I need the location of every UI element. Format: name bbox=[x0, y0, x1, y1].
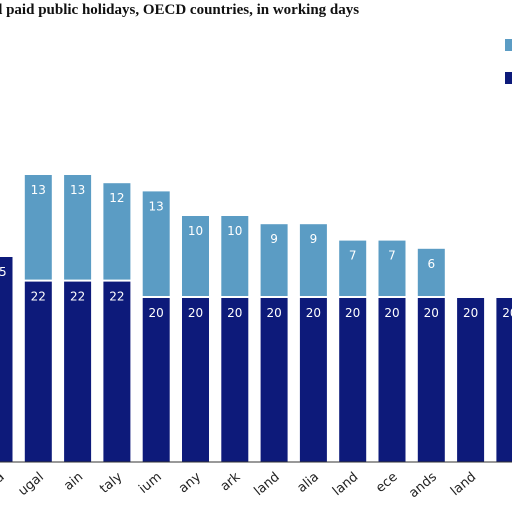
bar-value-label: 22 bbox=[31, 290, 46, 304]
bar-value-label: 25 bbox=[0, 265, 7, 279]
bar-value-label: 13 bbox=[70, 183, 85, 197]
bar-value-label: 9 bbox=[310, 232, 318, 246]
chart-x-tick-labels: tria ugal ain taly ium any ark land alia land ece a… bbox=[0, 469, 479, 501]
bar-segment bbox=[339, 240, 367, 296]
bar-segment bbox=[417, 248, 445, 296]
x-tick-label: any bbox=[176, 469, 204, 496]
x-tick-label: alia bbox=[295, 470, 322, 496]
bar-segment bbox=[417, 298, 445, 462]
bar-value-label: 13 bbox=[31, 183, 46, 197]
bar-segment bbox=[0, 257, 13, 462]
x-tick-label: land bbox=[448, 470, 479, 500]
chart-title: d paid public holidays, OECD countries, … bbox=[0, 2, 360, 18]
x-tick-label: ece bbox=[373, 470, 400, 496]
x-tick-label: tria bbox=[0, 470, 8, 496]
bar-value-label: 10 bbox=[188, 224, 203, 238]
bar-value-label: 7 bbox=[388, 249, 396, 263]
bar-value-label: 7 bbox=[349, 249, 357, 263]
bar-segment bbox=[103, 281, 131, 462]
bar-segment bbox=[260, 224, 288, 296]
chart-bars bbox=[0, 175, 512, 462]
bar-value-label: 12 bbox=[109, 191, 124, 205]
bar-value-label: 20 bbox=[306, 306, 321, 320]
bar-value-label: 9 bbox=[270, 232, 278, 246]
x-tick-label: land bbox=[252, 470, 283, 500]
x-tick-label: taly bbox=[97, 469, 126, 496]
bar-segment bbox=[378, 240, 406, 296]
bar-segment bbox=[221, 216, 249, 296]
chart-data-labels: 25 22 13 22 13 22 12 20 13 20 10 20 10 20 9 20 9 20 7 20 7 20… bbox=[0, 183, 512, 320]
x-tick-label: ium bbox=[136, 470, 164, 497]
bar-value-label: 22 bbox=[109, 290, 124, 304]
bar-segment bbox=[142, 191, 170, 296]
x-tick-label: ands bbox=[406, 469, 440, 501]
bar-segment bbox=[378, 298, 406, 462]
bar-value-label: 20 bbox=[424, 306, 439, 320]
bar-value-label: 20 bbox=[227, 306, 242, 320]
x-tick-label: ugal bbox=[16, 470, 47, 500]
bar-segment bbox=[299, 298, 327, 462]
bar-segment bbox=[182, 216, 209, 296]
bar-value-label: 20 bbox=[463, 306, 478, 320]
bar-segment bbox=[260, 298, 288, 462]
bar-segment bbox=[299, 224, 327, 296]
bar-value-label: 6 bbox=[427, 257, 435, 271]
bar-value-label: 20 bbox=[345, 306, 360, 320]
bar-value-label: 20 bbox=[384, 306, 399, 320]
bar-segment bbox=[142, 298, 170, 462]
bar-segment bbox=[64, 281, 92, 462]
bar-segment bbox=[496, 298, 512, 462]
x-tick-label: land bbox=[330, 470, 361, 500]
x-tick-label: ark bbox=[218, 469, 244, 494]
bar-value-label: 22 bbox=[70, 290, 85, 304]
bar-segment bbox=[64, 175, 92, 280]
bar-segment bbox=[24, 175, 52, 280]
bar-value-label: 10 bbox=[227, 224, 242, 238]
x-tick-label: ain bbox=[61, 470, 86, 494]
bar-segment bbox=[339, 298, 367, 462]
bar-value-label: 20 bbox=[266, 306, 281, 320]
bar-segment bbox=[103, 183, 131, 280]
bar-value-label: 13 bbox=[149, 199, 164, 213]
legend-swatch bbox=[505, 39, 512, 51]
bar-value-label: 20 bbox=[188, 306, 203, 320]
bar-segment bbox=[24, 281, 52, 462]
bar-value-label: 20 bbox=[502, 306, 512, 320]
bar-value-label: 20 bbox=[149, 306, 164, 320]
bar-segment bbox=[457, 298, 485, 462]
bar-segment bbox=[182, 298, 209, 462]
legend-swatch bbox=[505, 72, 512, 84]
bar-segment bbox=[221, 298, 249, 462]
chart-legend bbox=[505, 39, 512, 84]
